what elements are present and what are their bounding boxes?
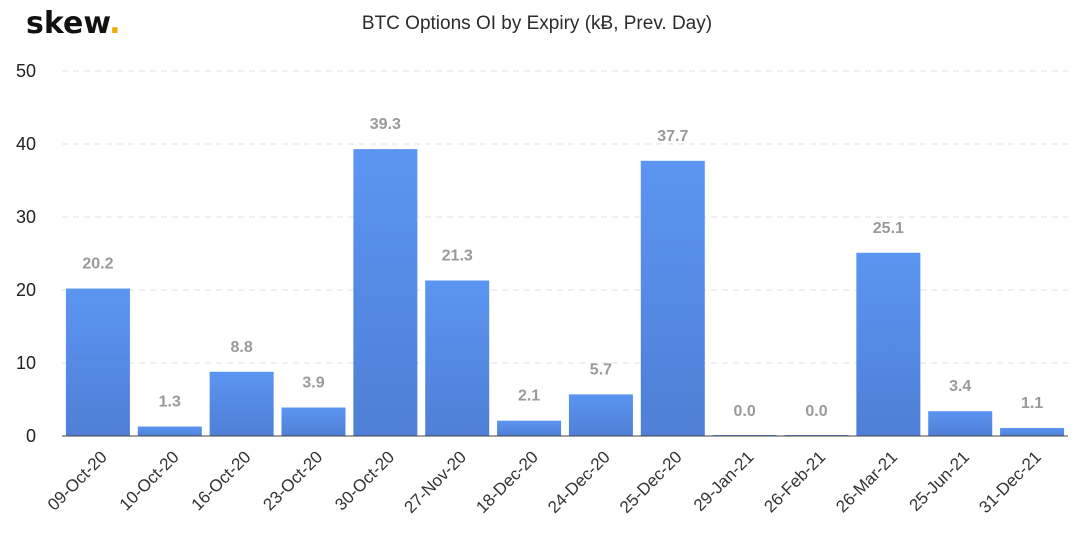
x-tick-label-30-Oct-20: 30-Oct-20 bbox=[331, 447, 398, 514]
bar-10-Oct-20 bbox=[137, 426, 202, 436]
y-tick-label: 10 bbox=[16, 353, 36, 373]
skew-logo: skew. bbox=[26, 6, 121, 41]
bar-16-Oct-20 bbox=[209, 371, 274, 436]
data-label-18-Dec-20: 2.1 bbox=[518, 388, 540, 405]
x-tick-label-26-Feb-21: 26-Feb-21 bbox=[760, 447, 829, 516]
bar-18-Dec-20 bbox=[497, 420, 562, 436]
x-tick-label-23-Oct-20: 23-Oct-20 bbox=[259, 447, 326, 514]
x-tick-label-09-Oct-20: 09-Oct-20 bbox=[44, 447, 111, 514]
x-tick-label-25-Jun-21: 25-Jun-21 bbox=[905, 447, 973, 515]
y-tick-label: 50 bbox=[16, 61, 36, 81]
y-tick-label: 20 bbox=[16, 280, 36, 300]
data-label-31-Dec-21: 1.1 bbox=[1021, 395, 1043, 412]
data-label-09-Oct-20: 20.2 bbox=[82, 256, 113, 273]
data-label-29-Jan-21: 0.0 bbox=[734, 403, 756, 420]
data-label-10-Oct-20: 1.3 bbox=[159, 394, 181, 411]
x-tick-label-31-Dec-21: 31-Dec-21 bbox=[975, 447, 1045, 517]
y-axis-tick-labels: 0 10 20 30 40 50 bbox=[16, 61, 36, 446]
chart-title: BTC Options OI by Expiry (kɃ, Prev. Day) bbox=[362, 13, 712, 34]
x-tick-label-24-Dec-20: 24-Dec-20 bbox=[544, 447, 614, 517]
bar-25-Jun-21 bbox=[928, 411, 993, 436]
x-tick-label-26-Mar-21: 26-Mar-21 bbox=[832, 447, 901, 516]
data-label-30-Oct-20: 39.3 bbox=[370, 116, 401, 133]
x-tick-label-10-Oct-20: 10-Oct-20 bbox=[116, 447, 183, 514]
x-tick-label-29-Jan-21: 29-Jan-21 bbox=[690, 447, 758, 515]
data-label-16-Oct-20: 8.8 bbox=[231, 339, 253, 356]
bar-26-Mar-21 bbox=[856, 252, 921, 436]
x-tick-label-27-Nov-20: 27-Nov-20 bbox=[400, 447, 470, 517]
data-label-26-Feb-21: 0.0 bbox=[805, 403, 827, 420]
x-tick-label-18-Dec-20: 18-Dec-20 bbox=[472, 447, 542, 517]
data-label-26-Mar-21: 25.1 bbox=[873, 220, 904, 237]
data-label-27-Nov-20: 21.3 bbox=[442, 248, 473, 265]
y-tick-label: 30 bbox=[16, 207, 36, 227]
x-tick-label-25-Dec-20: 25-Dec-20 bbox=[616, 447, 686, 517]
bar-31-Dec-21 bbox=[1000, 427, 1065, 436]
data-label-25-Dec-20: 37.7 bbox=[657, 128, 688, 145]
data-label-25-Jun-21: 3.4 bbox=[949, 378, 971, 395]
bar-25-Dec-20 bbox=[640, 160, 705, 437]
logo-dot: . bbox=[109, 6, 120, 41]
y-tick-label: 0 bbox=[26, 426, 36, 446]
data-label-23-Oct-20: 3.9 bbox=[302, 375, 324, 392]
logo-wordmark: skew bbox=[26, 6, 110, 41]
bar-09-Oct-20 bbox=[65, 288, 130, 436]
data-labels: 20.2 1.3 8.8 3.9 39.3 21.3 2.1 5.7 37.7 0.0 0.0 25.… bbox=[82, 116, 1043, 420]
data-label-24-Dec-20: 5.7 bbox=[590, 361, 612, 378]
bar-30-Oct-20 bbox=[353, 149, 418, 437]
svg-text:skew.: skew. bbox=[26, 6, 121, 41]
x-axis-tick-labels: 09-Oct-20 10-Oct-20 16-Oct-20 23-Oct-20 30-O… bbox=[44, 447, 1045, 517]
bars bbox=[65, 149, 1065, 437]
bar-27-Nov-20 bbox=[425, 280, 490, 436]
bar-23-Oct-20 bbox=[281, 407, 346, 436]
bar-24-Dec-20 bbox=[568, 394, 633, 436]
x-tick-label-16-Oct-20: 16-Oct-20 bbox=[188, 447, 255, 514]
y-tick-label: 40 bbox=[16, 134, 36, 154]
